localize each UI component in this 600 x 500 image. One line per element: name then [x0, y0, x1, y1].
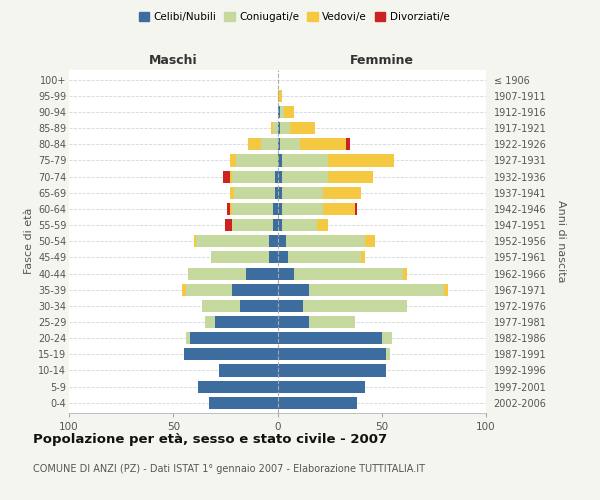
- Bar: [277, 284, 309, 296]
- Bar: [317, 219, 328, 231]
- Bar: [190, 332, 277, 344]
- Text: Femmine: Femmine: [350, 54, 414, 67]
- Bar: [198, 380, 277, 392]
- Bar: [211, 252, 269, 264]
- Bar: [309, 316, 355, 328]
- Bar: [186, 332, 190, 344]
- Y-axis label: Anni di nascita: Anni di nascita: [556, 200, 566, 282]
- Bar: [226, 219, 232, 231]
- Bar: [274, 219, 277, 231]
- Bar: [281, 154, 328, 166]
- Bar: [277, 219, 281, 231]
- Bar: [232, 219, 274, 231]
- Bar: [444, 284, 448, 296]
- Bar: [328, 170, 373, 182]
- Bar: [277, 348, 386, 360]
- Bar: [281, 219, 317, 231]
- Legend: Celibi/Nubili, Coniugati/e, Vedovi/e, Divorziati/e: Celibi/Nubili, Coniugati/e, Vedovi/e, Di…: [134, 8, 454, 26]
- Bar: [236, 154, 277, 166]
- Bar: [323, 203, 355, 215]
- Bar: [223, 170, 230, 182]
- Bar: [288, 252, 361, 264]
- Bar: [269, 252, 277, 264]
- Bar: [277, 300, 302, 312]
- Text: Maschi: Maschi: [149, 54, 197, 67]
- Bar: [277, 332, 382, 344]
- Bar: [277, 396, 357, 409]
- Bar: [277, 122, 280, 134]
- Bar: [194, 235, 196, 248]
- Bar: [230, 154, 236, 166]
- Bar: [275, 186, 277, 199]
- Bar: [277, 186, 281, 199]
- Bar: [234, 186, 275, 199]
- Bar: [271, 122, 274, 134]
- Bar: [277, 268, 294, 280]
- Bar: [309, 284, 444, 296]
- Bar: [277, 364, 386, 376]
- Bar: [284, 106, 294, 118]
- Bar: [277, 203, 281, 215]
- Bar: [280, 106, 284, 118]
- Bar: [328, 154, 394, 166]
- Bar: [294, 268, 403, 280]
- Bar: [365, 235, 376, 248]
- Bar: [274, 203, 277, 215]
- Bar: [281, 203, 323, 215]
- Bar: [277, 170, 281, 182]
- Bar: [281, 186, 323, 199]
- Bar: [205, 316, 215, 328]
- Bar: [277, 380, 365, 392]
- Bar: [230, 186, 234, 199]
- Bar: [382, 332, 392, 344]
- Bar: [277, 316, 309, 328]
- Text: Popolazione per età, sesso e stato civile - 2007: Popolazione per età, sesso e stato civil…: [33, 432, 387, 446]
- Bar: [403, 268, 407, 280]
- Bar: [277, 90, 281, 102]
- Bar: [277, 138, 280, 150]
- Bar: [361, 252, 365, 264]
- Bar: [215, 316, 277, 328]
- Bar: [248, 138, 261, 150]
- Bar: [230, 203, 232, 215]
- Bar: [280, 138, 301, 150]
- Y-axis label: Fasce di età: Fasce di età: [23, 208, 34, 274]
- Bar: [232, 284, 277, 296]
- Text: COMUNE DI ANZI (PZ) - Dati ISTAT 1° gennaio 2007 - Elaborazione TUTTITALIA.IT: COMUNE DI ANZI (PZ) - Dati ISTAT 1° genn…: [33, 464, 425, 474]
- Bar: [186, 284, 232, 296]
- Bar: [182, 284, 186, 296]
- Bar: [261, 138, 277, 150]
- Bar: [232, 170, 275, 182]
- Bar: [274, 122, 277, 134]
- Bar: [286, 235, 365, 248]
- Bar: [277, 235, 286, 248]
- Bar: [209, 396, 277, 409]
- Bar: [227, 203, 230, 215]
- Bar: [240, 300, 277, 312]
- Bar: [202, 300, 240, 312]
- Bar: [290, 122, 315, 134]
- Bar: [281, 170, 328, 182]
- Bar: [323, 186, 361, 199]
- Bar: [184, 348, 277, 360]
- Bar: [355, 203, 357, 215]
- Bar: [246, 268, 277, 280]
- Bar: [196, 235, 269, 248]
- Bar: [346, 138, 350, 150]
- Bar: [277, 154, 281, 166]
- Bar: [302, 300, 407, 312]
- Bar: [219, 364, 277, 376]
- Bar: [301, 138, 346, 150]
- Bar: [277, 106, 280, 118]
- Bar: [188, 268, 246, 280]
- Bar: [280, 122, 290, 134]
- Bar: [277, 252, 288, 264]
- Bar: [230, 170, 232, 182]
- Bar: [275, 170, 277, 182]
- Bar: [232, 203, 274, 215]
- Bar: [386, 348, 390, 360]
- Bar: [269, 235, 277, 248]
